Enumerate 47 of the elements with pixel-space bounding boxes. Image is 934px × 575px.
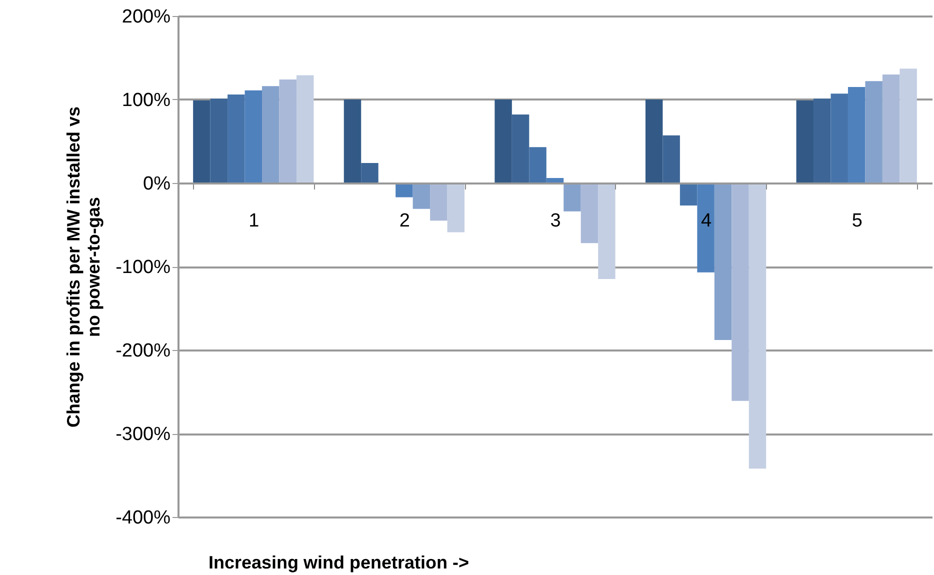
x-tick-label: 2 bbox=[399, 210, 410, 232]
bar bbox=[412, 183, 430, 209]
bar bbox=[830, 94, 848, 183]
bar bbox=[645, 100, 663, 183]
bar bbox=[228, 94, 245, 183]
bar bbox=[361, 162, 378, 183]
bar bbox=[296, 75, 314, 183]
text: no power-to-gas bbox=[84, 197, 104, 337]
bar bbox=[814, 98, 831, 183]
bar bbox=[279, 79, 296, 183]
bar bbox=[680, 183, 698, 206]
bar bbox=[900, 68, 917, 183]
bar bbox=[210, 98, 228, 183]
y-tick-label: -200% bbox=[116, 340, 171, 362]
x-tick-label: 5 bbox=[852, 210, 862, 232]
bar bbox=[882, 74, 900, 183]
bar bbox=[512, 114, 530, 183]
bar bbox=[244, 90, 262, 183]
bar bbox=[714, 183, 732, 340]
bar bbox=[430, 183, 448, 221]
x-tick-label: 1 bbox=[248, 210, 260, 232]
bar bbox=[748, 183, 766, 469]
x-axis-title: Increasing wind penetration -> bbox=[208, 552, 470, 572]
bar bbox=[262, 86, 280, 183]
x-tick-label: 3 bbox=[550, 210, 561, 232]
y-tick-label: 200% bbox=[122, 6, 171, 28]
bar bbox=[447, 183, 465, 232]
bar bbox=[344, 100, 362, 183]
bar bbox=[564, 183, 581, 212]
bar bbox=[848, 86, 866, 183]
y-tick-label: -300% bbox=[116, 424, 171, 445]
bar bbox=[598, 183, 616, 280]
y-tick-label: 100% bbox=[122, 90, 171, 111]
bar bbox=[732, 183, 749, 401]
text: Change in profits per MW installed vs bbox=[64, 106, 84, 428]
bar bbox=[494, 100, 512, 183]
bar bbox=[529, 147, 546, 183]
x-tick-label: 4 bbox=[701, 210, 712, 232]
bar bbox=[580, 183, 598, 244]
bar bbox=[697, 183, 714, 272]
y-tick-label: -400% bbox=[116, 508, 171, 528]
y-tick-label: 0% bbox=[143, 174, 171, 194]
bar bbox=[796, 100, 814, 183]
y-tick-label: -100% bbox=[116, 257, 171, 278]
bar bbox=[662, 135, 680, 183]
bar bbox=[865, 81, 882, 183]
bar bbox=[193, 100, 210, 183]
